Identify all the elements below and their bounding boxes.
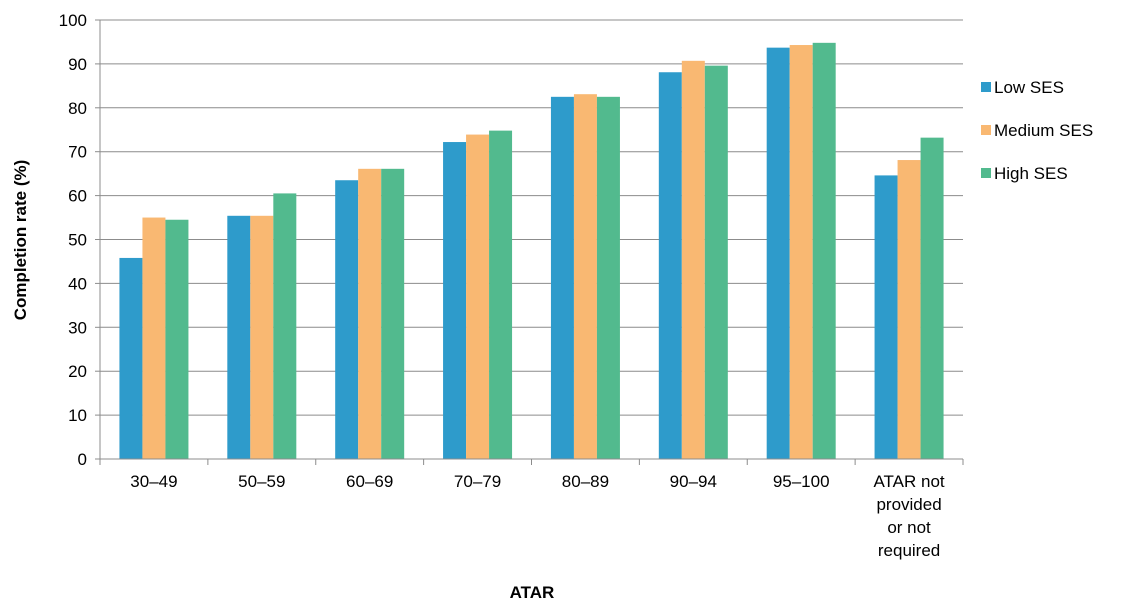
bar — [596, 96, 620, 459]
y-tick-label: 0 — [78, 450, 87, 469]
x-tick-label: ATAR not provided or not required — [873, 472, 944, 560]
bars — [119, 42, 944, 460]
y-tick-label: 10 — [68, 406, 87, 425]
bar — [766, 47, 790, 459]
x-tick-label: 60–69 — [346, 472, 393, 491]
y-tick-label: 50 — [68, 231, 87, 250]
legend-swatch — [981, 125, 991, 135]
x-tick-label: 70–79 — [454, 472, 501, 491]
bar — [443, 142, 467, 460]
bar — [812, 42, 836, 459]
bar — [789, 45, 813, 459]
axes — [95, 19, 964, 465]
bar — [658, 72, 682, 459]
y-tick-label: 70 — [68, 143, 87, 162]
bar — [381, 168, 405, 460]
y-tick-label: 80 — [68, 99, 87, 118]
x-tick-label: 80–89 — [562, 472, 609, 491]
bar — [573, 94, 597, 459]
bar — [250, 215, 274, 459]
legend-item: Low SES — [981, 78, 1064, 97]
y-tick-label: 30 — [68, 318, 87, 337]
legend-swatch — [981, 82, 991, 92]
x-axis-title: ATAR — [510, 583, 555, 602]
bar — [273, 193, 297, 459]
y-tick-label: 20 — [68, 362, 87, 381]
legend-swatch — [981, 168, 991, 178]
bar — [119, 257, 143, 459]
y-axis-title: Completion rate (%) — [11, 160, 30, 321]
y-tick-label: 40 — [68, 274, 87, 293]
bar — [897, 160, 921, 459]
y-tick-labels: 0 10 20 30 40 50 60 70 80 90 100 — [59, 11, 87, 469]
bar — [489, 130, 513, 460]
bar — [550, 96, 574, 459]
bar — [227, 215, 251, 459]
y-tick-label: 60 — [68, 187, 87, 206]
x-tick-label: 30–49 — [130, 472, 177, 491]
bar — [142, 217, 166, 459]
x-tick-labels: 30–49 50–59 60–69 70–79 80–89 90–94 95–100 ATAR… — [130, 472, 945, 560]
x-tick-label: 50–59 — [238, 472, 285, 491]
y-tick-label: 100 — [59, 11, 87, 30]
bar — [874, 175, 898, 459]
legend-label: High SES — [994, 164, 1068, 183]
legend: Low SES Medium SES High SES — [981, 78, 1093, 183]
bar — [335, 180, 359, 460]
legend-item: High SES — [981, 164, 1068, 183]
bar — [681, 60, 705, 460]
y-tick-label: 90 — [68, 55, 87, 74]
bar — [165, 219, 189, 459]
bar — [920, 137, 944, 460]
legend-label: Medium SES — [994, 121, 1093, 140]
bar — [704, 65, 728, 459]
legend-label: Low SES — [994, 78, 1064, 97]
x-tick-label: 90–94 — [670, 472, 717, 491]
legend-item: Medium SES — [981, 121, 1093, 140]
x-tick-label: 95–100 — [773, 472, 830, 491]
bar — [358, 168, 382, 460]
bar — [466, 134, 490, 460]
